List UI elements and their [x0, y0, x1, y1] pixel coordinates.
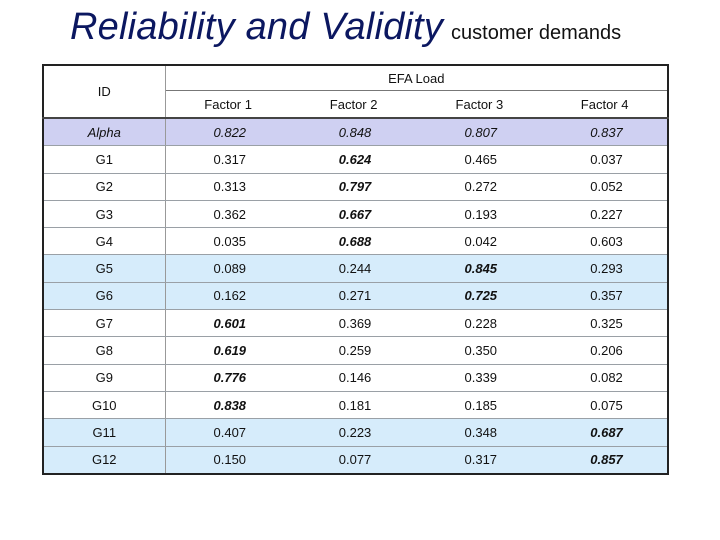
alpha-row: Alpha 0.822 0.848 0.807 0.837: [42, 118, 670, 147]
factor-value-cell: 0.293: [542, 254, 670, 283]
table-row: G7 0.601 0.369 0.228 0.325: [42, 309, 670, 338]
factor-value-cell: 0.822: [165, 118, 291, 147]
factor-value-cell: 0.244: [290, 254, 417, 283]
table-row: G10 0.838 0.181 0.185 0.075: [42, 391, 670, 420]
factor-value-cell: 0.624: [290, 145, 417, 174]
factor-value-cell: 0.348: [416, 418, 543, 447]
factor-value-cell: 0.317: [416, 446, 543, 475]
factor-value-cell: 0.259: [290, 336, 417, 365]
factor-value-cell: 0.807: [416, 118, 543, 147]
factor-value-cell: 0.619: [165, 336, 291, 365]
factor-value-cell: 0.776: [165, 364, 291, 392]
table-row: G3 0.362 0.667 0.193 0.227: [42, 200, 670, 229]
factor-header: Factor 3: [416, 90, 543, 119]
factor-value-cell: 0.150: [165, 446, 291, 475]
row-id-cell: G10: [42, 391, 166, 420]
factor-value-cell: 0.227: [542, 200, 670, 229]
id-column-header: ID: [42, 65, 166, 119]
factor-value-cell: 0.185: [416, 391, 543, 420]
factor-value-cell: 0.603: [542, 227, 670, 256]
factor-value-cell: 0.272: [416, 173, 543, 201]
row-id-cell: G12: [42, 446, 166, 475]
table-row: G8 0.619 0.259 0.350 0.206: [42, 336, 670, 365]
slide-title-block: Reliability and Validity customer demands: [70, 6, 621, 49]
factor-value-cell: 0.042: [416, 227, 543, 256]
row-id-cell: Alpha: [42, 118, 166, 147]
factor-value-cell: 0.687: [542, 418, 670, 447]
slide-subtitle: customer demands: [451, 22, 622, 44]
row-id-cell: G4: [42, 227, 166, 256]
factor-header: Factor 4: [542, 90, 670, 119]
factor-value-cell: 0.407: [165, 418, 291, 447]
factor-value-cell: 0.082: [542, 364, 670, 392]
row-id-cell: G9: [42, 364, 166, 392]
factor-value-cell: 0.838: [165, 391, 291, 420]
factor-value-cell: 0.317: [165, 145, 291, 174]
row-id-cell: G7: [42, 309, 166, 338]
slide-title: Reliability and Validity: [70, 6, 444, 48]
factor-value-cell: 0.350: [416, 336, 543, 365]
factor-value-cell: 0.035: [165, 227, 291, 256]
factor-value-cell: 0.601: [165, 309, 291, 338]
factor-value-cell: 0.313: [165, 173, 291, 201]
factor-value-cell: 0.077: [290, 446, 417, 475]
factor-value-cell: 0.837: [542, 118, 670, 147]
factor-value-cell: 0.725: [416, 282, 543, 311]
factor-value-cell: 0.037: [542, 145, 670, 174]
factor-value-cell: 0.688: [290, 227, 417, 256]
table-row: G5 0.089 0.244 0.845 0.293: [42, 254, 670, 283]
factor-value-cell: 0.357: [542, 282, 670, 311]
factor-value-cell: 0.052: [542, 173, 670, 201]
table-row: G1 0.317 0.624 0.465 0.037: [42, 145, 670, 174]
factor-value-cell: 0.369: [290, 309, 417, 338]
factor-value-cell: 0.271: [290, 282, 417, 311]
factor-value-cell: 0.181: [290, 391, 417, 420]
row-id-cell: G5: [42, 254, 166, 283]
factor-value-cell: 0.162: [165, 282, 291, 311]
factor-value-cell: 0.223: [290, 418, 417, 447]
efa-load-header: EFA Load: [165, 65, 670, 91]
row-id-cell: G2: [42, 173, 166, 201]
row-id-cell: G11: [42, 418, 166, 447]
factor-value-cell: 0.667: [290, 200, 417, 229]
row-id-cell: G8: [42, 336, 166, 365]
factor-value-cell: 0.848: [290, 118, 417, 147]
table-row: G11 0.407 0.223 0.348 0.687: [42, 418, 670, 447]
factor-header: Factor 2: [290, 90, 417, 119]
factor-value-cell: 0.339: [416, 364, 543, 392]
factor-value-cell: 0.206: [542, 336, 670, 365]
table-row: G6 0.162 0.271 0.725 0.357: [42, 282, 670, 311]
efa-table-body: Alpha 0.822 0.848 0.807 0.837 G1 0.317 0.624 0.4…: [42, 118, 670, 475]
factor-value-cell: 0.362: [165, 200, 291, 229]
factor-value-cell: 0.146: [290, 364, 417, 392]
row-id-cell: G1: [42, 145, 166, 174]
factor-value-cell: 0.845: [416, 254, 543, 283]
table-row: G2 0.313 0.797 0.272 0.052: [42, 173, 670, 201]
table-row: G4 0.035 0.688 0.042 0.603: [42, 227, 670, 256]
factor-value-cell: 0.089: [165, 254, 291, 283]
efa-table: ID EFA Load Factor 1 Factor 2 Factor 3 F…: [42, 64, 670, 475]
factor-value-cell: 0.797: [290, 173, 417, 201]
factor-value-cell: 0.075: [542, 391, 670, 420]
row-id-cell: G3: [42, 200, 166, 229]
table-row: G9 0.776 0.146 0.339 0.082: [42, 364, 670, 392]
factor-header: Factor 1: [165, 90, 291, 119]
factor-value-cell: 0.193: [416, 200, 543, 229]
factor-value-cell: 0.325: [542, 309, 670, 338]
factor-value-cell: 0.228: [416, 309, 543, 338]
factor-value-cell: 0.857: [542, 446, 670, 475]
table-row: G12 0.150 0.077 0.317 0.857: [42, 446, 670, 475]
row-id-cell: G6: [42, 282, 166, 311]
factor-value-cell: 0.465: [416, 145, 543, 174]
